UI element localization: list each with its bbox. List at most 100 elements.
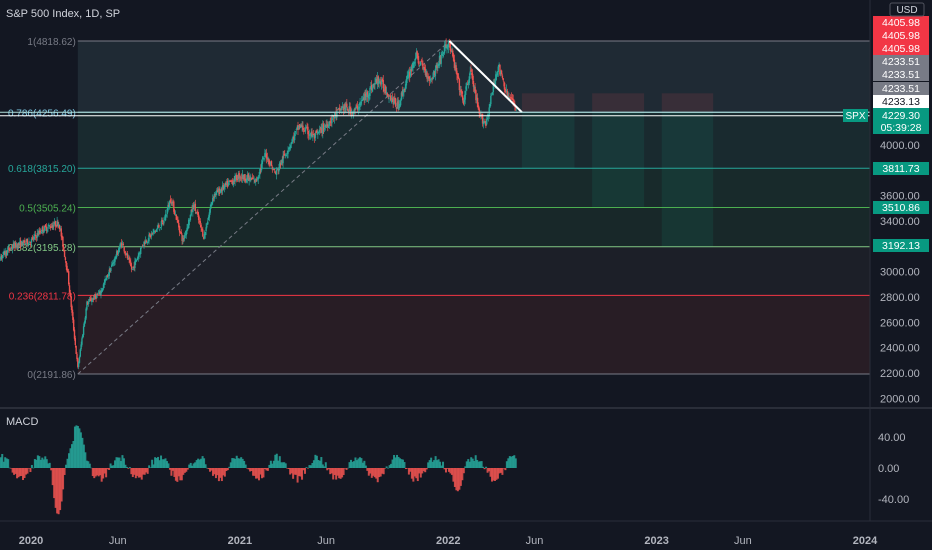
candle-body — [211, 202, 213, 205]
candle-body — [132, 266, 134, 268]
fib-retracement[interactable]: 1(4818.62) 0.786(4256.49) 0.618(3815.20) 0.… — [8, 37, 871, 381]
macd-bar — [292, 468, 295, 479]
fib-level-label: 0.786(4256.49) — [8, 108, 76, 119]
candle-body — [290, 142, 293, 145]
macd-bar — [301, 468, 304, 480]
fib-level-label: 0.5(3505.24) — [19, 204, 76, 215]
macd-bar — [17, 468, 20, 478]
candle-body — [80, 344, 82, 350]
candle-body — [108, 269, 110, 276]
candle-body — [401, 91, 403, 96]
candle-body — [174, 213, 177, 215]
candle-body — [213, 193, 216, 199]
candle-body — [55, 225, 57, 227]
candle-body — [199, 221, 202, 224]
candle-body — [339, 110, 341, 112]
candle-body — [509, 97, 511, 99]
candle-body — [106, 275, 109, 278]
candle-body — [425, 70, 427, 77]
candle-body — [353, 109, 355, 113]
candle-body — [471, 72, 473, 76]
macd-bar — [302, 468, 305, 471]
candle-body — [258, 174, 260, 176]
macd-bar — [440, 465, 443, 468]
candle-body — [231, 180, 234, 185]
candle-body — [221, 185, 224, 191]
macd-bar — [344, 468, 347, 469]
candle-body — [241, 174, 244, 179]
candle-body — [140, 246, 143, 248]
macd-bar — [360, 458, 363, 468]
candle-body — [78, 357, 81, 363]
candle-body — [131, 268, 134, 270]
drawings[interactable] — [0, 40, 870, 117]
candle-body — [24, 240, 26, 244]
candle-body — [216, 189, 219, 193]
fib-level-label: 0.618(3815.20) — [8, 164, 76, 175]
candle-body — [404, 84, 407, 90]
candle-body — [411, 66, 413, 70]
candle-body — [75, 345, 77, 354]
candle-body — [22, 240, 24, 246]
macd-bar — [219, 468, 222, 478]
price-label-box — [873, 239, 929, 252]
macd-bar — [1, 453, 4, 468]
candle-body — [204, 232, 206, 236]
candle-body — [232, 181, 235, 185]
macd-bar — [45, 459, 48, 468]
candle-body — [486, 119, 488, 125]
candle-body — [205, 227, 207, 232]
candle-body — [162, 223, 164, 224]
candle-body — [113, 262, 115, 263]
macd-bar — [393, 455, 396, 468]
candle-body — [385, 91, 388, 95]
candle-body — [153, 230, 155, 233]
macd-bar — [275, 453, 278, 468]
candle-body — [222, 185, 225, 190]
candle-body — [189, 214, 192, 220]
macd-bar — [370, 468, 373, 478]
candle-body — [291, 139, 293, 144]
candle-body — [381, 78, 384, 82]
candle-body — [33, 236, 35, 240]
macd-bar — [203, 458, 206, 468]
candle-body — [71, 306, 73, 313]
candle-body — [81, 338, 83, 345]
macd-bar — [241, 458, 244, 468]
macd-bar — [249, 468, 252, 472]
macd-bar — [459, 468, 462, 486]
candle-body — [484, 120, 486, 124]
candle-body — [105, 278, 107, 280]
macd-bar — [482, 466, 485, 468]
candle-body — [226, 181, 228, 185]
candle-body — [413, 61, 416, 64]
candle-body — [77, 362, 80, 367]
candle-body — [15, 245, 18, 248]
candle-body — [217, 188, 220, 193]
macd-bar — [312, 460, 315, 468]
candle-body — [472, 80, 475, 87]
macd-bar — [266, 468, 269, 471]
macd-bar — [72, 441, 75, 468]
candle-body — [325, 125, 327, 126]
macd-bar — [341, 468, 344, 478]
candle-body — [154, 230, 157, 232]
candle-body — [39, 230, 41, 233]
macd-bar — [90, 467, 93, 469]
candle-body — [96, 294, 99, 296]
candle-body — [94, 294, 96, 297]
candle-body — [87, 302, 89, 305]
candle-body — [148, 234, 150, 242]
candle-body — [72, 312, 74, 320]
candle-body — [341, 106, 344, 108]
candle-body — [328, 121, 331, 126]
macd-bar — [127, 468, 130, 469]
time-tick-label: 2024 — [853, 535, 878, 547]
candle-body — [437, 64, 439, 67]
candle-body — [500, 70, 503, 75]
candle-body — [35, 236, 38, 239]
candle-body — [407, 74, 409, 78]
candle-body — [452, 55, 455, 61]
